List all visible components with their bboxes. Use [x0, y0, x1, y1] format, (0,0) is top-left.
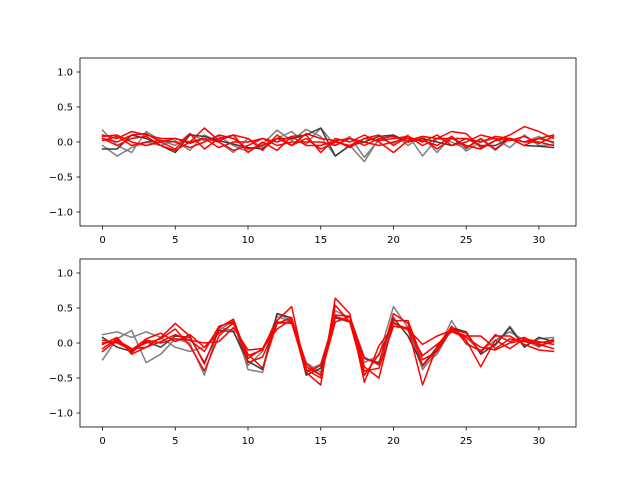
bottom-plot-x-tick-label: 0	[99, 436, 105, 447]
bottom-plot-x-tick-label: 30	[533, 436, 546, 447]
top-plot-x-tick-label: 25	[460, 235, 473, 246]
top-plot-series-line-6	[101, 135, 555, 152]
top-plot-series-line-4	[101, 132, 555, 152]
bottom-plot-y-tick-label: −1.0	[49, 409, 73, 420]
bottom-plot-x-tick-label: 20	[387, 436, 400, 447]
top-plot-y-tick-label: −0.5	[49, 173, 73, 184]
top-plot-y-tick-label: −1.0	[49, 208, 73, 219]
bottom-plot-x-tick-label: 10	[242, 436, 255, 447]
top-plot-y-tick-label: 0.5	[57, 103, 73, 114]
top-plot-series	[101, 125, 555, 163]
bottom-plot-x-axis: 0 5 10 15 20 25 30	[99, 427, 545, 447]
top-plot-y-tick-label: 1.0	[57, 68, 73, 79]
bottom-plot-x-tick-label: 25	[460, 436, 473, 447]
top-plot-x-tick-label: 10	[242, 235, 255, 246]
bottom-plot-y-tick-label: 0.0	[57, 339, 73, 350]
bottom-plot-y-tick-label: −0.5	[49, 374, 73, 385]
top-plot-x-tick-label: 30	[533, 235, 546, 246]
bottom-plot-series	[101, 297, 555, 386]
bottom-plot-series-line-6	[101, 312, 555, 376]
bottom-plot-y-axis: −1.0 −0.5 0.0 0.5 1.0	[49, 269, 80, 420]
bottom-plot-series-line-7	[101, 315, 555, 376]
bottom-plot-y-tick-label: 0.5	[57, 304, 73, 315]
bottom-plot-x-tick-label: 5	[172, 436, 178, 447]
top-plot-x-tick-label: 5	[172, 235, 178, 246]
bottom-plot: 0 5 10 15 20 25 30 −1.0 −0.5 0.0 0.5 1.0	[49, 258, 577, 447]
top-plot: 0 5 10 15 20 25 30 −1.0 −0.5 0.0 0.5 1.0	[49, 57, 577, 246]
top-plot-x-tick-label: 0	[99, 235, 105, 246]
bottom-plot-x-tick-label: 15	[314, 436, 327, 447]
bottom-plot-y-tick-label: 1.0	[57, 269, 73, 280]
top-plot-y-axis: −1.0 −0.5 0.0 0.5 1.0	[49, 68, 80, 219]
top-plot-y-tick-label: 0.0	[57, 138, 73, 149]
top-plot-x-axis: 0 5 10 15 20 25 30	[99, 226, 545, 246]
top-plot-x-tick-label: 15	[314, 235, 327, 246]
top-plot-series-line-7	[101, 134, 555, 150]
top-plot-x-tick-label: 20	[387, 235, 400, 246]
